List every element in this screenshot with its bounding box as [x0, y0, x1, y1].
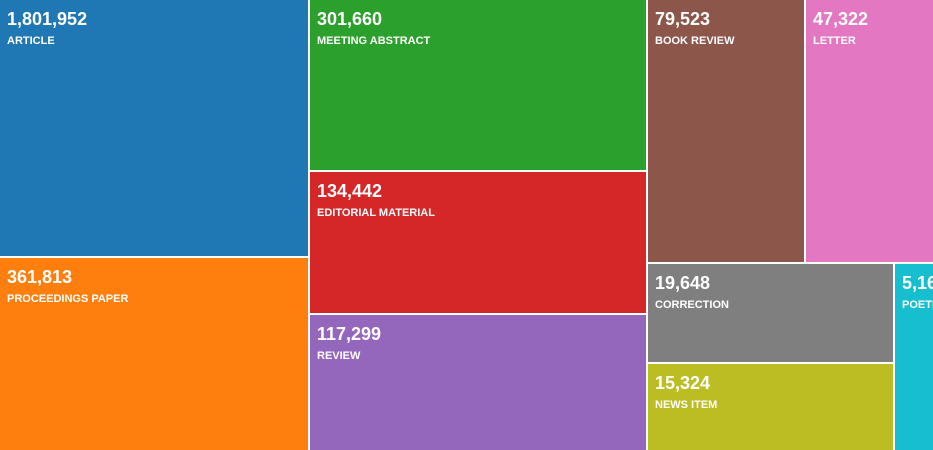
- tile-value: 47,322: [813, 9, 868, 29]
- tile-label: BOOK REVIEW: [655, 35, 735, 47]
- tile-value: 15,324: [655, 373, 710, 393]
- tile: 117,299 REVIEW: [310, 315, 646, 450]
- tile-rect: [895, 264, 933, 450]
- tile-rect: [806, 0, 933, 262]
- tile-value: 19,648: [655, 273, 710, 293]
- tile-value: 5,160: [902, 273, 933, 293]
- tile: 19,648 CORRECTION: [648, 264, 893, 362]
- tile-value: 134,442: [317, 181, 382, 201]
- tile: 15,324 NEWS ITEM: [648, 364, 893, 450]
- tile-label: ARTICLE: [7, 35, 55, 47]
- tile-rect: [310, 0, 646, 170]
- tile-label: POETRY: [902, 299, 933, 311]
- tile-rect: [648, 264, 893, 362]
- tile-label: MEETING ABSTRACT: [317, 35, 431, 47]
- tile-label: PROCEEDINGS PAPER: [7, 293, 128, 305]
- tile-value: 79,523: [655, 9, 710, 29]
- tile: 361,813 PROCEEDINGS PAPER: [0, 258, 308, 450]
- tile-rect: [310, 315, 646, 450]
- tile-value: 361,813: [7, 267, 72, 287]
- tile-label: REVIEW: [317, 350, 361, 362]
- tile-label: NEWS ITEM: [655, 399, 717, 411]
- tile-rect: [0, 0, 308, 256]
- tile: 79,523 BOOK REVIEW: [648, 0, 804, 262]
- tile-label: LETTER: [813, 35, 856, 47]
- tile-rect: [310, 172, 646, 313]
- tile-value: 117,299: [317, 324, 381, 344]
- tile-rect: [648, 0, 804, 262]
- tile-rect: [648, 364, 893, 450]
- tile-value: 301,660: [317, 9, 382, 29]
- tile-rect: [0, 258, 308, 450]
- tile: 1,801,952 ARTICLE: [0, 0, 308, 256]
- tile-label: EDITORIAL MATERIAL: [317, 207, 435, 219]
- tile: 47,322 LETTER: [806, 0, 933, 262]
- tile-value: 1,801,952: [7, 9, 87, 29]
- tile: 301,660 MEETING ABSTRACT: [310, 0, 646, 170]
- tile: 5,160 POETRY: [895, 264, 933, 450]
- tile-label: CORRECTION: [655, 299, 729, 311]
- tile: 134,442 EDITORIAL MATERIAL: [310, 172, 646, 313]
